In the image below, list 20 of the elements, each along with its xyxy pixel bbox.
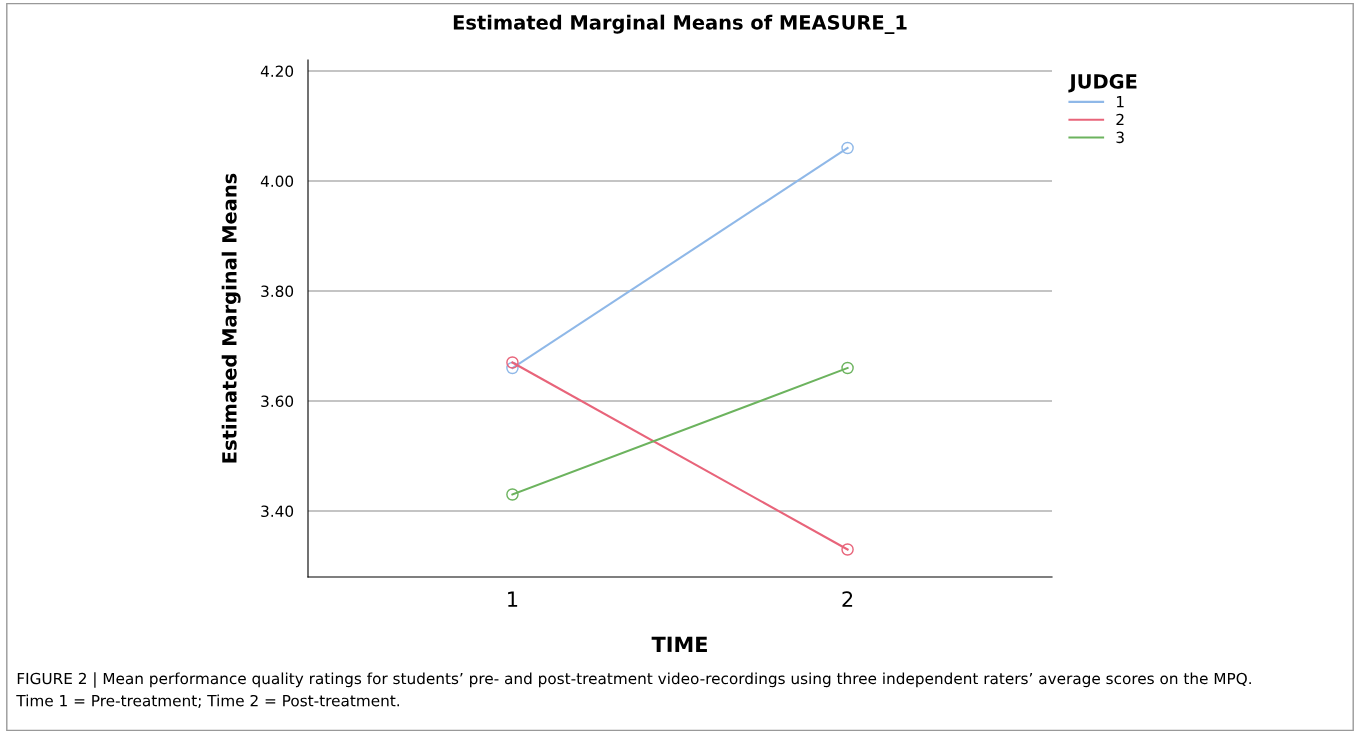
point bbox=[841, 543, 854, 556]
y-tick-label: 3.80 bbox=[261, 285, 294, 298]
point bbox=[841, 361, 854, 375]
point bbox=[841, 141, 854, 155]
point bbox=[506, 356, 519, 369]
chart-title: Estimated Marginal Means of MEASURE_1 bbox=[453, 14, 907, 35]
legend-title: JUDGE bbox=[1068, 74, 1137, 93]
y-tick-label: 4.00 bbox=[260, 175, 294, 188]
legend-label: 3 bbox=[1116, 131, 1124, 144]
y-tick-label: 3.40 bbox=[261, 505, 294, 518]
point bbox=[506, 361, 519, 375]
legend-label: 1 bbox=[1116, 96, 1124, 108]
y-axis-title: Estimated Marginal Means bbox=[221, 173, 241, 463]
legend-label: 2 bbox=[1116, 113, 1124, 126]
x-axis-title: TIME bbox=[651, 636, 707, 652]
text: Time 1 = Pre-treatment; Time 2 = Post-treatment. bbox=[16, 694, 400, 708]
y-tick-label: 4.20 bbox=[260, 65, 294, 78]
y-tick-label: 3.60 bbox=[261, 395, 294, 408]
point bbox=[506, 488, 519, 501]
caption: FIGURE 2 | Mean performance quality ratings for students’ pre- and post-treatment video-recordings using three independent raters’ average scores on the MPQ. bbox=[17, 672, 1251, 688]
